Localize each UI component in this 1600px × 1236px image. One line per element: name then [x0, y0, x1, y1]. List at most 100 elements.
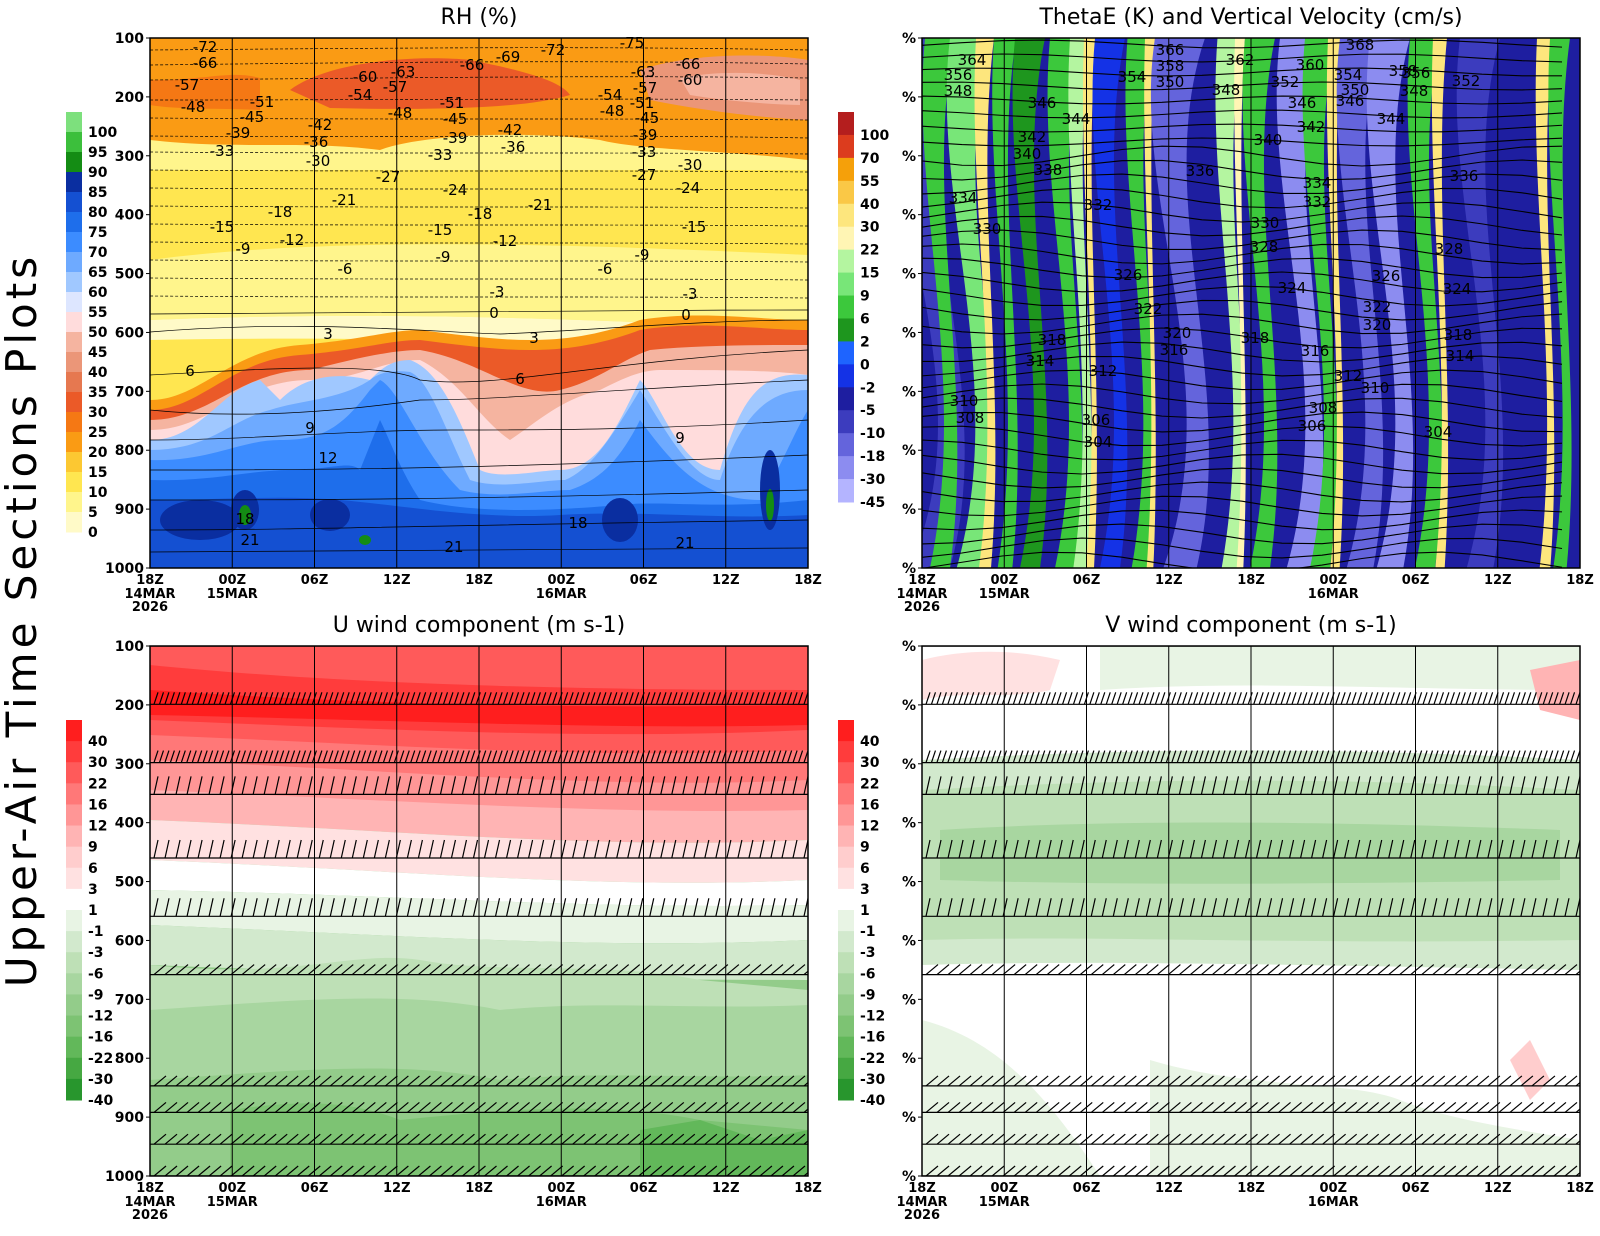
wind-barb [333, 692, 339, 705]
wind-barb [1406, 646, 1408, 647]
contour-label: -42 [498, 121, 523, 139]
wind-barb [1575, 1108, 1580, 1113]
rh-panel-title: RH (%) [441, 5, 518, 30]
wind-barb [440, 1101, 453, 1113]
wind-barb [1018, 646, 1020, 647]
x-tick-date: 14MAR [896, 1195, 947, 1210]
wind-barb [770, 839, 776, 859]
wind-barb [340, 1075, 354, 1087]
legend-label: -6 [860, 966, 876, 982]
wind-barb [516, 776, 523, 795]
wind-barb [230, 776, 236, 795]
wind-barb [616, 898, 622, 917]
thetae-contour [922, 467, 1563, 489]
wind-barb [1300, 1101, 1313, 1113]
wind-barb [699, 692, 705, 705]
wind-barb [164, 898, 170, 917]
wind-barb [1509, 1133, 1523, 1145]
wind-barb [1432, 898, 1438, 917]
legend-swatch [66, 412, 82, 433]
wind-barb [737, 1165, 751, 1176]
wind-barb [1482, 692, 1488, 705]
wind-barb [1401, 646, 1402, 647]
wind-barb [186, 1101, 200, 1113]
x-tick-label: 12Z [712, 1181, 740, 1196]
wind-barb [366, 692, 372, 705]
wind-barb [1072, 750, 1079, 763]
wind-barb [1245, 1101, 1258, 1113]
wind-barb [1366, 1165, 1380, 1176]
wind-barb [1454, 776, 1460, 795]
wind-barb [660, 1133, 674, 1145]
wind-barb [296, 646, 297, 647]
wind-barb [1576, 646, 1577, 647]
wind-barb [1553, 839, 1559, 859]
wind-barb [429, 1075, 442, 1087]
wind-barb [1256, 1165, 1269, 1176]
wind-barb [1466, 646, 1468, 647]
legend-swatch [838, 1078, 854, 1101]
wind-barb [1531, 1101, 1545, 1113]
wind-barb [404, 750, 410, 763]
wind-barb [384, 839, 390, 859]
contour-label: -72 [541, 41, 566, 59]
wind-barb [797, 750, 804, 763]
wind-barb [1520, 1165, 1534, 1176]
wind-barb [296, 898, 302, 917]
wind-barb [667, 646, 669, 647]
wind-barb [683, 750, 689, 763]
wind-barb [634, 692, 640, 705]
wind-barb [759, 750, 765, 763]
wind-barb [969, 1165, 983, 1176]
x-tick-label: 18Z [794, 573, 822, 588]
wind-barb [1531, 776, 1537, 795]
shade-region [1125, 38, 1155, 568]
wind-barb [1089, 692, 1095, 705]
legend-label: 30 [860, 220, 880, 236]
wind-barb [1476, 1165, 1490, 1176]
wind-barb [494, 839, 501, 859]
wind-barb [426, 750, 432, 763]
wind-barb [1537, 692, 1543, 705]
legend-label: 30 [88, 755, 108, 771]
wind-barb [1432, 1075, 1446, 1087]
wind-barb [628, 750, 634, 763]
wind-barb [1211, 839, 1218, 859]
y-tick-label: 200 [115, 90, 144, 106]
legend-swatch [66, 372, 82, 393]
contour-label: 334 [949, 189, 978, 207]
wind-barb [1421, 1165, 1435, 1176]
wind-barb [318, 898, 324, 917]
wind-barb [208, 750, 214, 763]
wind-barb [1112, 964, 1126, 976]
y-tick-label: % [902, 31, 916, 47]
wind-barb [1421, 964, 1435, 976]
wind-barb [530, 750, 536, 763]
wind-barb [1355, 1133, 1369, 1145]
wind-barb [263, 964, 277, 976]
shade-region [1326, 38, 1344, 568]
wind-barb [329, 1165, 343, 1176]
wind-barb [958, 1133, 972, 1145]
contour-label: -21 [528, 196, 553, 214]
wind-barb [1223, 1133, 1236, 1145]
wind-barb [503, 692, 509, 705]
wind-barb [1553, 1101, 1567, 1113]
wind-barb [164, 750, 170, 763]
wind-barb [483, 776, 490, 795]
thetae-contour [922, 145, 1563, 167]
wind-barb [1127, 692, 1133, 705]
wind-barb [1498, 898, 1504, 917]
wind-barb [1461, 646, 1462, 647]
wind-barb [1362, 750, 1368, 763]
legend-label: 16 [860, 797, 879, 813]
contour-label: -3 [490, 283, 505, 301]
wind-barb [296, 1075, 310, 1087]
wind-barb [362, 839, 368, 859]
legend-label: 100 [860, 128, 889, 144]
wind-barb [1112, 1133, 1126, 1145]
wind-barb [448, 692, 454, 705]
wind-barb [715, 1165, 729, 1176]
wind-barb [484, 1165, 497, 1176]
wind-barb [1190, 964, 1203, 976]
